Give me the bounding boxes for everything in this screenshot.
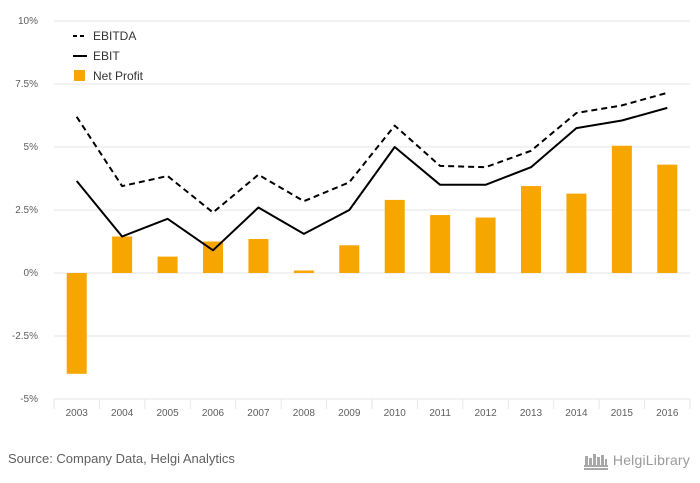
source-note: Source: Company Data, Helgi Analytics bbox=[8, 451, 235, 466]
x-tick-label: 2013 bbox=[520, 408, 543, 419]
x-tick-label: 2007 bbox=[247, 408, 270, 419]
x-tick-label: 2016 bbox=[656, 408, 679, 419]
line-series bbox=[75, 91, 668, 252]
x-tick-label: 2008 bbox=[293, 408, 316, 419]
x-tick-label: 2009 bbox=[338, 408, 361, 419]
net-profit-bar bbox=[248, 238, 269, 273]
y-tick-label: 7.5% bbox=[15, 79, 38, 90]
x-tick-label: 2006 bbox=[202, 408, 225, 419]
net-profit-bar bbox=[112, 236, 133, 273]
y-tick-label: 2.5% bbox=[15, 205, 38, 216]
net-profit-bar bbox=[384, 199, 405, 273]
x-tick-label: 2011 bbox=[429, 408, 451, 419]
brand-name: HelgiLibrary bbox=[612, 452, 690, 468]
y-tick-label: 5% bbox=[24, 142, 39, 153]
net-profit-bar bbox=[293, 270, 314, 273]
x-tick-label: 2004 bbox=[111, 408, 134, 419]
ebitda-line bbox=[75, 91, 668, 214]
x-tick-label: 2003 bbox=[66, 408, 89, 419]
net-profit-bar bbox=[521, 186, 541, 273]
net-profit-bar bbox=[430, 215, 451, 273]
y-tick-label: 10% bbox=[18, 16, 38, 27]
net-profit-bars bbox=[66, 145, 678, 374]
library-icon bbox=[583, 454, 608, 470]
net-profit-bar bbox=[157, 256, 178, 273]
x-tick-label: 2010 bbox=[384, 408, 407, 419]
ebit-line bbox=[75, 106, 668, 252]
legend-label-ebit: EBIT bbox=[93, 49, 120, 63]
net-profit-bar bbox=[203, 241, 223, 273]
legend-swatch-net-profit bbox=[74, 70, 85, 81]
net-profit-bar bbox=[66, 273, 87, 374]
footer: Source: Company Data, Helgi Analytics He… bbox=[0, 440, 700, 483]
net-profit-bar bbox=[475, 217, 496, 273]
x-axis-ticks: 2003 2004 2005 2006 2007 2008 2009 2010 2011 2012… bbox=[53, 399, 691, 419]
x-tick-label: 2015 bbox=[611, 408, 634, 419]
net-profit-bar bbox=[566, 193, 587, 273]
x-tick-label: 2005 bbox=[156, 408, 179, 419]
legend-label-net-profit: Net Profit bbox=[93, 69, 144, 83]
grid-lines bbox=[54, 20, 690, 400]
net-profit-bar bbox=[657, 164, 678, 273]
net-profit-bar bbox=[611, 145, 632, 273]
y-tick-label: 0% bbox=[24, 268, 39, 279]
y-tick-label: -2.5% bbox=[12, 331, 38, 342]
x-tick-label: 2014 bbox=[565, 408, 588, 419]
legend-label-ebitda: EBITDA bbox=[93, 29, 136, 43]
x-tick-label: 2012 bbox=[474, 408, 497, 419]
chart-canvas: -5% -2.5% 0% 2.5% 5% 7.5% 10% 2003 2004 2005 2006… bbox=[12, 16, 691, 419]
brand-logo[interactable]: HelgiLibrary bbox=[583, 449, 690, 471]
y-tick-label: -5% bbox=[20, 394, 38, 405]
net-profit-bar bbox=[339, 245, 360, 273]
legend: EBITDA EBIT Net Profit bbox=[73, 29, 144, 83]
y-axis-ticks: -5% -2.5% 0% 2.5% 5% 7.5% 10% bbox=[12, 16, 38, 405]
